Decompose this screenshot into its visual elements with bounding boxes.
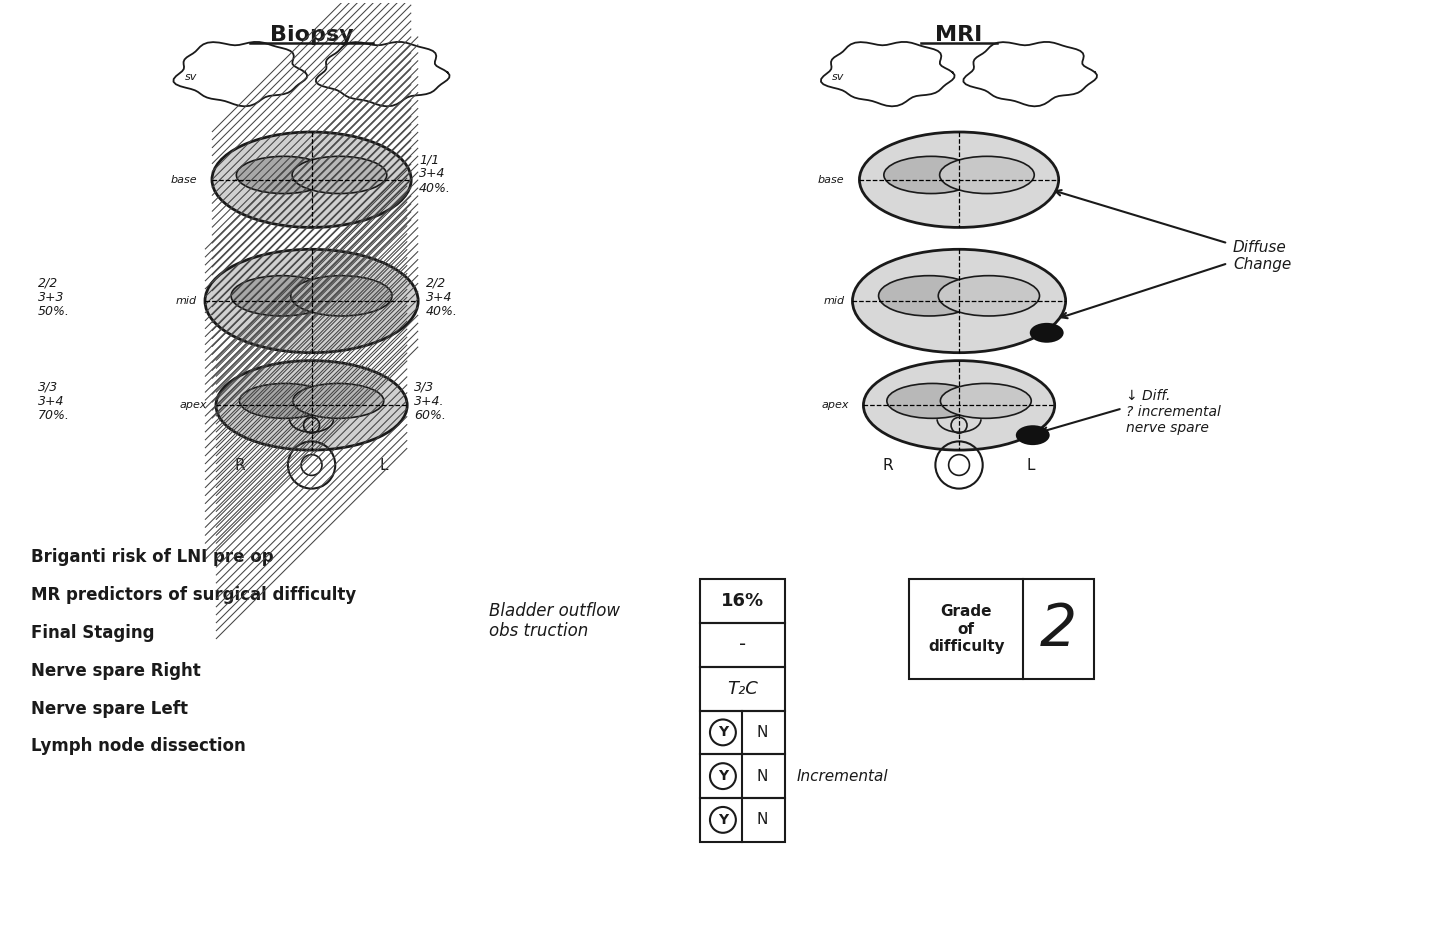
- Ellipse shape: [204, 250, 419, 353]
- Bar: [700, 579, 785, 623]
- Text: Nerve spare Left: Nerve spare Left: [30, 699, 187, 718]
- Text: Final Staging: Final Staging: [30, 624, 154, 642]
- Ellipse shape: [879, 276, 980, 316]
- Text: sv: sv: [832, 73, 845, 82]
- Text: mid: mid: [176, 296, 197, 306]
- Ellipse shape: [240, 384, 330, 418]
- Text: base: base: [170, 175, 197, 184]
- Ellipse shape: [1030, 323, 1063, 343]
- Text: 1/1: 1/1: [419, 154, 439, 167]
- Text: N: N: [756, 769, 767, 784]
- Text: 2/2: 2/2: [426, 277, 446, 290]
- Text: 40%.: 40%.: [426, 305, 459, 318]
- Text: Y: Y: [717, 725, 727, 739]
- Text: Incremental: Incremental: [797, 769, 889, 784]
- Text: L: L: [379, 457, 387, 473]
- Text: sv: sv: [184, 73, 197, 82]
- Ellipse shape: [885, 156, 979, 194]
- Text: Bladder outflow
obs truction: Bladder outflow obs truction: [489, 601, 620, 641]
- Text: 40%.: 40%.: [419, 182, 452, 196]
- Ellipse shape: [293, 384, 384, 418]
- Text: 3+3: 3+3: [37, 290, 64, 304]
- Ellipse shape: [216, 360, 407, 450]
- Text: Briganti risk of LNI pre op: Briganti risk of LNI pre op: [30, 548, 273, 566]
- Ellipse shape: [292, 156, 387, 194]
- Ellipse shape: [887, 384, 977, 418]
- Text: base: base: [817, 175, 845, 184]
- Ellipse shape: [863, 360, 1055, 450]
- Text: 3/3: 3/3: [414, 381, 434, 394]
- Text: Nerve spare Right: Nerve spare Right: [30, 662, 200, 680]
- Text: R: R: [234, 457, 246, 473]
- Text: Diffuse
Change: Diffuse Change: [1233, 240, 1292, 273]
- Text: 2: 2: [1040, 600, 1077, 657]
- Text: Lymph node dissection: Lymph node dissection: [30, 737, 246, 755]
- Ellipse shape: [236, 156, 332, 194]
- Text: R: R: [882, 457, 893, 473]
- Text: 3+4: 3+4: [419, 168, 446, 181]
- Bar: [700, 623, 785, 667]
- Ellipse shape: [859, 132, 1059, 227]
- Bar: [909, 579, 1093, 679]
- Bar: [700, 754, 785, 798]
- Text: Y: Y: [717, 769, 727, 783]
- Ellipse shape: [1016, 425, 1050, 445]
- Text: L: L: [1026, 457, 1035, 473]
- Text: T₂C: T₂C: [727, 680, 757, 697]
- Text: 2/2: 2/2: [37, 277, 59, 290]
- Text: apex: apex: [822, 400, 849, 411]
- Text: 70%.: 70%.: [37, 409, 70, 422]
- Text: N: N: [756, 813, 767, 828]
- Ellipse shape: [290, 276, 392, 316]
- Text: MR predictors of surgical difficulty: MR predictors of surgical difficulty: [30, 587, 356, 604]
- Text: 3/3: 3/3: [37, 381, 59, 394]
- Text: mid: mid: [823, 296, 845, 306]
- Text: 60%.: 60%.: [414, 409, 446, 422]
- Ellipse shape: [853, 250, 1066, 353]
- Text: 3+4: 3+4: [37, 395, 64, 408]
- Ellipse shape: [211, 132, 412, 227]
- Ellipse shape: [940, 384, 1032, 418]
- Bar: [700, 798, 785, 842]
- Ellipse shape: [939, 276, 1039, 316]
- Text: Grade
of
difficulty: Grade of difficulty: [927, 604, 1005, 654]
- Bar: [700, 710, 785, 754]
- Text: 3+4.: 3+4.: [414, 395, 444, 408]
- Bar: [700, 667, 785, 710]
- Text: 50%.: 50%.: [37, 305, 70, 318]
- Text: apex: apex: [180, 400, 207, 411]
- Text: -: -: [739, 636, 746, 654]
- Text: Y: Y: [717, 813, 727, 827]
- Text: Biopsy: Biopsy: [270, 24, 353, 45]
- Text: 16%: 16%: [720, 592, 765, 610]
- Text: MRI: MRI: [936, 24, 983, 45]
- Text: 3+4: 3+4: [426, 290, 453, 304]
- Ellipse shape: [940, 156, 1035, 194]
- Text: N: N: [756, 725, 767, 740]
- Ellipse shape: [231, 276, 333, 316]
- Text: ↓ Diff.
? incremental
nerve spare: ↓ Diff. ? incremental nerve spare: [1126, 388, 1222, 435]
